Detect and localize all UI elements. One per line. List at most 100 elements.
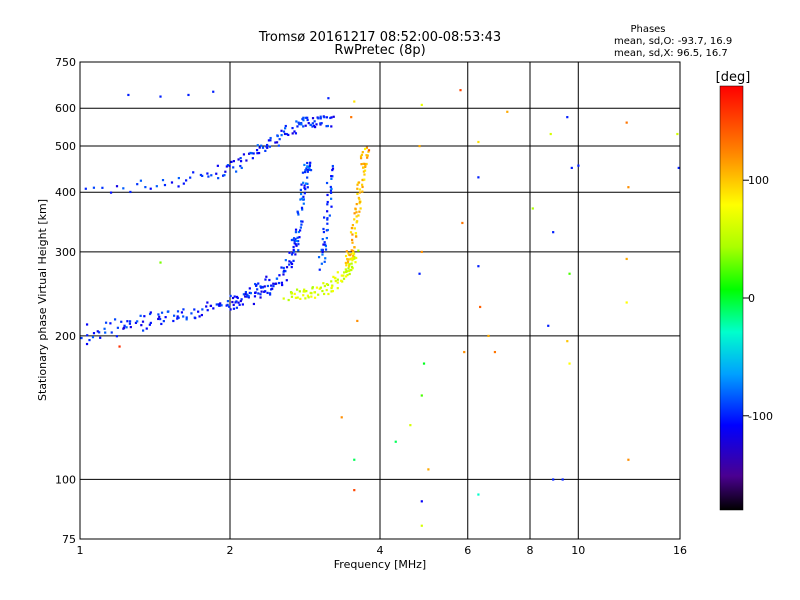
data-point [323,241,326,244]
data-point [269,136,272,140]
data-point [347,267,350,270]
data-point [353,100,356,103]
data-point [323,116,326,119]
data-point [258,146,261,149]
data-point [220,304,223,307]
data-point [322,230,326,234]
data-point [143,315,146,318]
data-point [268,278,271,282]
data-point [219,302,222,305]
data-point [330,175,333,178]
data-point [305,289,308,293]
data-point [282,297,285,300]
data-point [298,236,301,239]
data-point [139,314,142,317]
data-point [295,239,298,243]
data-point [329,185,332,189]
data-point [276,134,279,138]
data-point [251,157,254,160]
data-point [361,183,364,186]
data-point [99,336,102,339]
data-point [351,233,354,236]
data-point [319,286,322,289]
data-point [113,318,117,321]
data-point [365,146,369,149]
data-point [325,125,328,128]
data-point [280,281,284,284]
data-point [359,155,363,158]
data-point [299,226,302,229]
y-tick-label: 750 [55,56,76,69]
data-point [315,286,319,289]
data-point [296,236,299,239]
data-point [358,202,361,205]
data-point [359,207,362,210]
data-point [568,272,571,275]
data-point [91,336,95,339]
data-point [311,286,314,289]
data-point [277,144,280,147]
data-point [300,121,303,125]
data-point [238,303,241,306]
data-point [300,223,303,226]
data-point [254,282,257,286]
data-point [293,130,296,133]
data-point [306,161,309,165]
data-point [332,115,335,118]
data-point [185,179,188,182]
data-point [177,185,180,188]
data-point [255,284,258,287]
data-point [363,169,367,172]
data-point [85,342,89,346]
data-point [355,256,358,260]
data-point [306,176,309,179]
data-point [350,116,353,119]
data-point [332,275,335,278]
y-tick-label: 500 [55,140,76,153]
data-point [315,123,318,126]
data-point [355,202,358,206]
data-point [313,120,316,123]
data-point [226,164,229,167]
data-point [324,257,327,260]
data-point [177,316,180,319]
data-point [306,168,309,171]
data-point [120,320,123,323]
data-point [215,172,218,175]
data-point [259,285,262,288]
phases-heading: Phases [630,24,665,35]
data-point [272,285,275,288]
data-point [353,212,356,215]
data-point [170,181,174,184]
data-point [235,295,239,299]
data-point [351,256,354,260]
data-point [350,252,353,256]
data-point [350,226,354,230]
data-point [329,189,333,192]
data-point [295,288,299,291]
data-point [291,238,294,241]
data-point [128,322,132,325]
data-point [127,93,130,97]
data-point [366,156,369,159]
data-point [185,318,188,321]
data-point [98,331,101,334]
chart-title-line2: RwPretec (8p) [334,43,425,58]
data-point [228,305,231,308]
data-point [299,198,302,201]
data-point [352,254,355,257]
data-point [324,248,328,251]
data-point [420,250,423,254]
data-point [193,308,196,311]
data-point [358,188,362,191]
data-point [160,311,164,314]
data-point [353,458,356,461]
data-point [149,321,152,325]
data-point [330,116,333,119]
data-point [299,188,302,192]
data-point [302,202,305,205]
data-point [308,168,311,171]
data-point [493,350,497,354]
data-point [293,242,296,245]
